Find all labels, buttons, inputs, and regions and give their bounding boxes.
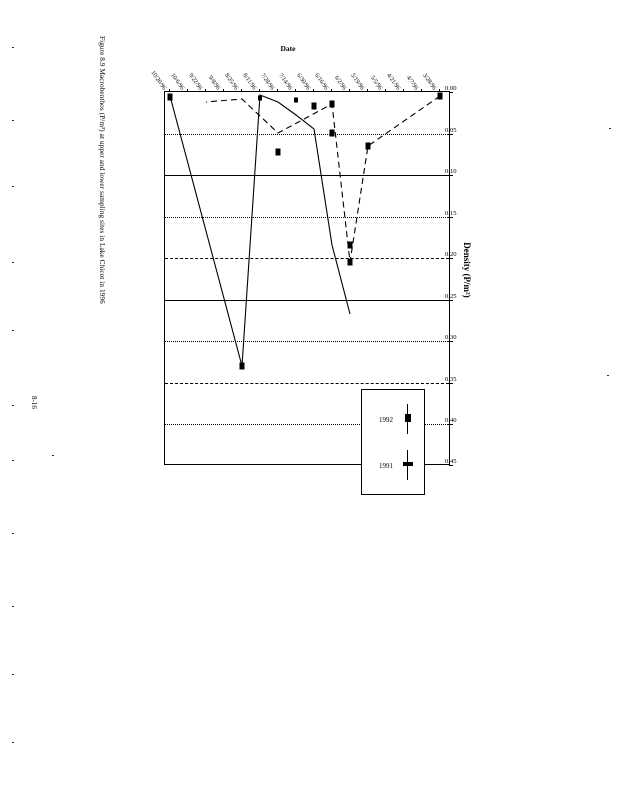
scan-speck xyxy=(609,128,611,129)
ytick-label-date: 6/30/96 xyxy=(295,72,312,92)
data-point xyxy=(275,148,281,156)
ytick-label-date: 10/20/96 xyxy=(149,69,168,92)
xtick-label: 0.10 xyxy=(445,168,457,175)
ytick-label-date: 10/6/96 xyxy=(169,72,186,92)
xtick-mark xyxy=(449,175,453,176)
ytick-label-date: 8/25/96 xyxy=(223,72,240,92)
scan-speck xyxy=(12,405,14,406)
data-point xyxy=(239,362,245,370)
ytick-label-date: 7/14/96 xyxy=(277,72,294,92)
scan-speck xyxy=(12,533,14,534)
scan-speck xyxy=(12,120,14,121)
ytick-label-date: 6/16/96 xyxy=(313,72,330,92)
figure-caption: Figure 8.9 Macrobenthos (P/m²) at upper … xyxy=(98,36,106,504)
ytick-label-date: 8/11/96 xyxy=(241,72,258,92)
scan-speck xyxy=(12,606,14,607)
xtick-label: 0.35 xyxy=(445,375,457,383)
chart-title: Density (P/m²) xyxy=(462,36,472,504)
scan-speck xyxy=(607,375,609,376)
legend-label: 1992 xyxy=(379,416,393,424)
legend-item-1991: 1991 xyxy=(379,446,414,486)
data-point xyxy=(294,97,298,103)
xtick-mark xyxy=(449,92,453,93)
scan-speck xyxy=(12,460,14,461)
ytick-label-date: 5/19/96 xyxy=(349,72,366,92)
xtick-label: 0.30 xyxy=(445,334,457,341)
series-1992-line xyxy=(205,95,441,263)
legend-item-1992: 1992 xyxy=(379,400,414,440)
xtick-label: 0.25 xyxy=(445,292,457,300)
xtick-mark xyxy=(449,341,453,342)
chart-title-text: Density (P/m²) xyxy=(462,242,472,298)
ytick-label-date: 9/8/96 xyxy=(206,74,222,92)
data-point xyxy=(329,100,335,108)
xtick-mark xyxy=(449,424,453,425)
scan-speck xyxy=(12,186,14,187)
data-point xyxy=(167,93,173,101)
ytick-label-date: 7/28/96 xyxy=(259,72,276,92)
data-point xyxy=(329,129,335,137)
xtick-label: 0.45 xyxy=(445,458,457,465)
series-1991-line xyxy=(169,94,351,367)
xtick-label: 0.00 xyxy=(445,85,457,92)
ytick-label-date: 4/21/96 xyxy=(385,72,402,92)
ytick-label-date: 6/2/96 xyxy=(332,74,348,92)
xtick-label: 0.20 xyxy=(445,251,457,258)
scan-speck xyxy=(12,674,14,675)
data-point xyxy=(347,241,353,249)
xtick-mark xyxy=(449,258,453,259)
data-point xyxy=(437,92,443,100)
legend-label: 1991 xyxy=(379,462,393,470)
data-point xyxy=(365,142,371,150)
xtick-label: 0.05 xyxy=(445,126,457,134)
data-point xyxy=(258,95,262,101)
y-axis-title: Date xyxy=(280,44,296,53)
ytick-label-date: 5/5/96 xyxy=(368,74,384,92)
scan-speck xyxy=(12,47,14,48)
ytick-label-date: 4/7/96 xyxy=(404,74,420,92)
figure-container: Density (P/m²) Date xyxy=(10,36,478,495)
figure-caption-text: Figure 8.9 Macrobenthos (P/m²) at upper … xyxy=(98,36,106,304)
ytick-label-date: 3/28/96 xyxy=(421,72,438,92)
ytick-label-date: 9/22/96 xyxy=(187,72,204,92)
xtick-label: 0.40 xyxy=(445,417,457,424)
data-point xyxy=(347,258,353,266)
scan-speck xyxy=(52,455,54,456)
plot-area: 0.00 0.05 0.10 0.15 0.20 0.25 0.30 0.35 … xyxy=(149,70,457,495)
xtick-label: 0.15 xyxy=(445,209,457,217)
xtick-mark xyxy=(449,465,453,466)
scan-speck xyxy=(12,742,14,743)
scan-speck xyxy=(12,262,14,263)
scan-speck xyxy=(12,330,14,331)
chart-legend: 1992 1991 xyxy=(361,389,425,495)
data-point xyxy=(311,102,317,110)
